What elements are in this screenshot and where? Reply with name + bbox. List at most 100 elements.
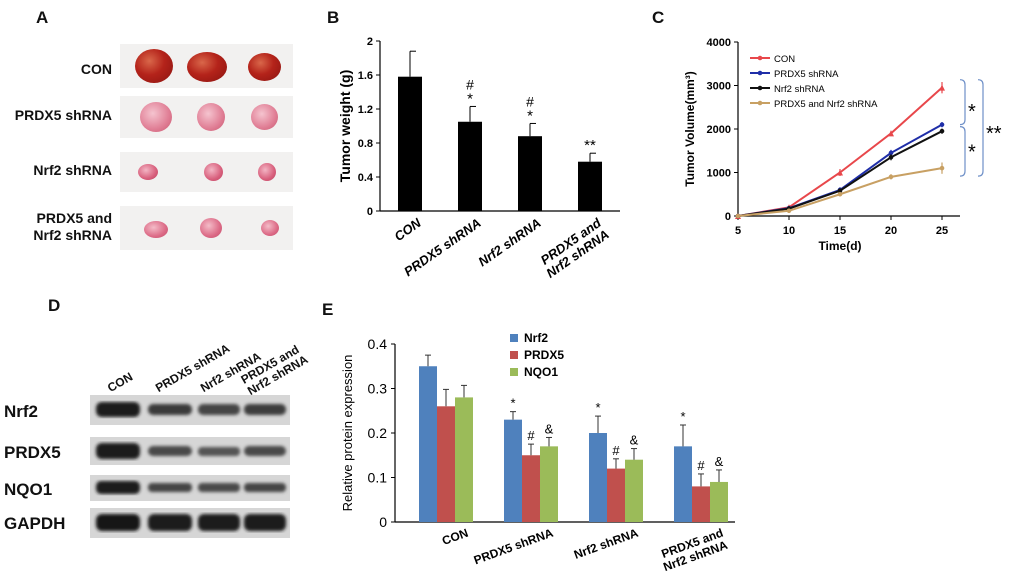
bar — [504, 419, 522, 522]
tumor-photo-row — [120, 206, 293, 250]
blot-protein-label: PRDX5 — [4, 443, 61, 462]
significance-mark: ** — [986, 123, 1002, 145]
bar — [437, 406, 455, 522]
tumor — [204, 163, 223, 181]
y-tick-label: 0 — [725, 211, 731, 223]
blot-protein-label: Nrf2 — [4, 402, 39, 421]
x-tick-label: Nrf2 shRNA — [572, 526, 640, 562]
x-tick-label: 25 — [936, 225, 948, 237]
x-tick-label: CON — [391, 215, 424, 244]
tumor — [261, 220, 279, 236]
x-tick-label-group: PRDX5 andNrf2 shRNA — [659, 526, 729, 574]
y-tick-label: 1.2 — [358, 104, 373, 116]
y-tick-label: 0 — [367, 206, 373, 218]
tumor — [135, 49, 173, 83]
tumor — [251, 104, 278, 130]
data-point — [735, 213, 741, 219]
y-tick-label: 0.1 — [368, 470, 388, 486]
data-point — [939, 122, 945, 127]
legend-marker — [757, 70, 763, 76]
legend-label: CON — [774, 54, 795, 65]
tumor-volume-chart: 0 1000 2000 3000 4000 5 10 15 20 25 Time(d) Tumor V… — [683, 37, 1002, 253]
x-tick-label-group: CON — [440, 526, 470, 548]
significance-bracket — [977, 79, 984, 177]
data-point — [939, 84, 945, 91]
y-axis-label: Tumor weight (g) — [337, 70, 353, 183]
legend-swatch — [510, 351, 518, 359]
tumor-group-label: CON — [80, 61, 112, 77]
tumor — [138, 164, 158, 180]
data-point — [888, 154, 894, 160]
y-tick-label: 4000 — [707, 37, 731, 49]
blot-bands-prdx5 — [96, 443, 286, 459]
y-axis-label: Tumor Volume(mm³) — [683, 71, 697, 187]
y-tick-label: 3000 — [707, 81, 731, 93]
tumor — [200, 218, 222, 238]
significance-mark: * — [680, 409, 685, 424]
x-tick-label: Nrf2 shRNA — [475, 215, 543, 269]
legend-marker — [757, 100, 763, 106]
tumor — [187, 52, 227, 82]
panel-d-letter: D — [48, 296, 61, 315]
x-tick-label-group: Nrf2 shRNA — [475, 215, 543, 269]
x-tick-label-group: Nrf2 shRNA — [572, 526, 640, 562]
tumor-photo-row — [120, 44, 293, 88]
bar — [458, 121, 482, 211]
bar — [518, 136, 542, 211]
data-point — [837, 169, 843, 176]
x-tick-label: CON — [440, 526, 470, 548]
significance-mark: # — [697, 458, 705, 473]
x-tick-label: PRDX5 shRNA — [472, 526, 555, 568]
y-tick-label: 0.8 — [358, 138, 373, 150]
blot-bands-nqo1 — [96, 481, 286, 494]
y-tick-label: 0.4 — [368, 336, 388, 352]
tumor — [140, 102, 172, 132]
significance-mark: & — [545, 421, 554, 436]
data-point — [888, 130, 894, 137]
tumor — [144, 221, 168, 238]
blot-lane-label: CON — [105, 369, 136, 395]
y-tick-label: 0.3 — [368, 381, 388, 397]
bar — [625, 459, 643, 522]
blot-bands-nrf2 — [96, 402, 286, 417]
tumor — [197, 103, 225, 131]
panel-c-letter: C — [652, 8, 665, 27]
bar — [710, 481, 728, 522]
legend-marker — [757, 85, 763, 91]
significance-mark: * — [968, 141, 976, 163]
y-tick-label: 2000 — [707, 124, 731, 136]
data-point — [786, 208, 792, 214]
tumor-group-label: Nrf2 shRNA — [33, 162, 112, 178]
significance-bracket — [959, 79, 966, 126]
blot-lane-label: PRDX5 and Nrf2 shRNA — [238, 342, 311, 398]
significance-mark: ** — [584, 137, 596, 154]
y-tick-label: 2 — [367, 36, 373, 48]
significance-mark: # — [466, 76, 474, 92]
data-point — [939, 165, 945, 171]
legend-label: NQO1 — [524, 365, 558, 379]
x-tick-label-group: CON — [391, 215, 424, 244]
significance-mark: * — [968, 101, 976, 123]
data-point — [888, 150, 894, 156]
y-tick-label: 0 — [379, 514, 387, 530]
legend-label: PRDX5 and Nrf2 shRNA — [774, 99, 878, 110]
bar — [419, 366, 437, 522]
x-axis-label: Time(d) — [818, 239, 861, 253]
blot-bands-gapdh — [96, 514, 286, 531]
bar — [607, 468, 625, 522]
significance-mark: # — [526, 93, 534, 109]
tumor — [258, 163, 276, 181]
panel-e-letter: E — [322, 300, 334, 319]
x-tick-label: 5 — [735, 225, 741, 237]
legend-label: PRDX5 — [524, 348, 564, 362]
y-tick-label: 0.2 — [368, 425, 388, 441]
bar — [674, 446, 692, 522]
legend-swatch — [510, 368, 518, 376]
legend-label: PRDX5 shRNA — [774, 69, 839, 80]
x-tick-label: PRDX5 andNrf2 shRNA — [535, 215, 612, 280]
data-point — [939, 128, 945, 134]
y-tick-label: 0.4 — [358, 172, 374, 184]
legend-label: Nrf2 — [524, 331, 548, 345]
x-tick-label: 15 — [834, 225, 846, 237]
panel-b-letter: B — [327, 8, 340, 27]
